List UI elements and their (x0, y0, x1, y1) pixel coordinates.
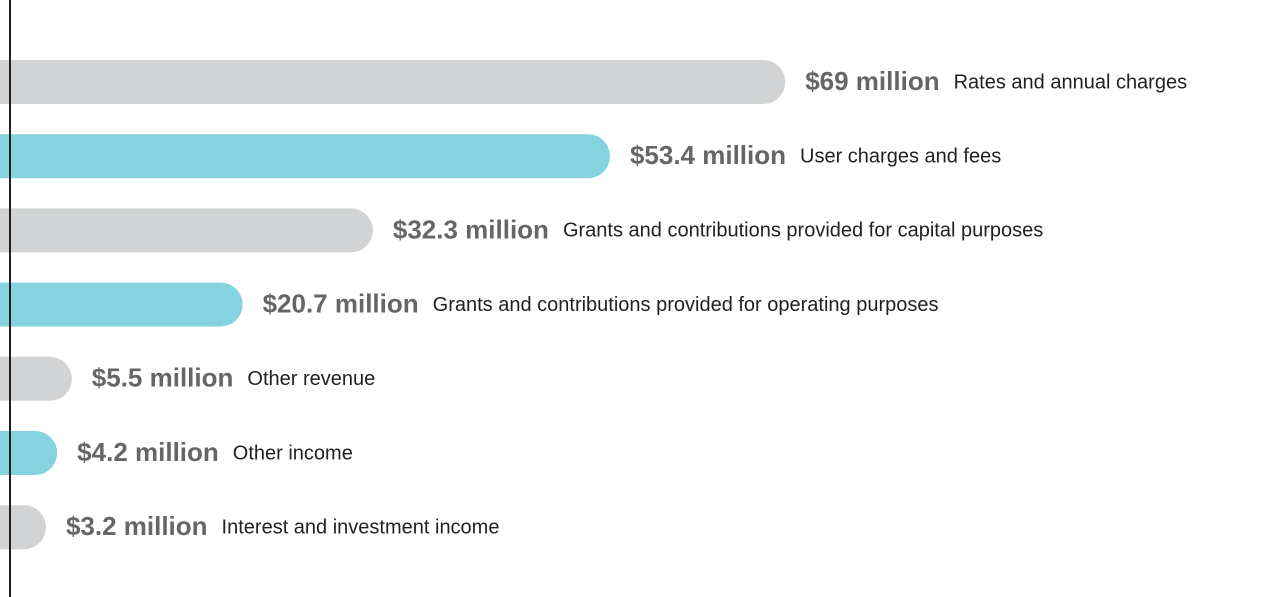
category-label: Grants and contributions provided for ca… (563, 220, 1043, 242)
bar (0, 431, 58, 475)
category-label: Other revenue (247, 368, 375, 390)
value-label: $5.5 million (92, 363, 234, 393)
bars (0, 60, 786, 550)
value-label: $32.3 million (393, 214, 549, 244)
bar (0, 356, 72, 401)
value-label: $4.2 million (77, 437, 219, 467)
category-label: Interest and investment income (222, 516, 500, 538)
bar (0, 505, 46, 550)
value-label: $3.2 million (66, 511, 208, 541)
value-label: $69 million (805, 66, 939, 96)
bar (0, 134, 610, 179)
value-label: $20.7 million (263, 288, 419, 318)
category-label: Grants and contributions provided for op… (433, 294, 939, 316)
category-label: Rates and annual charges (954, 71, 1188, 93)
value-label: $53.4 million (630, 140, 786, 170)
bar (0, 282, 243, 327)
bar (0, 208, 373, 253)
category-label: User charges and fees (800, 145, 1001, 167)
category-label: Other income (233, 442, 353, 464)
bar (0, 60, 786, 104)
